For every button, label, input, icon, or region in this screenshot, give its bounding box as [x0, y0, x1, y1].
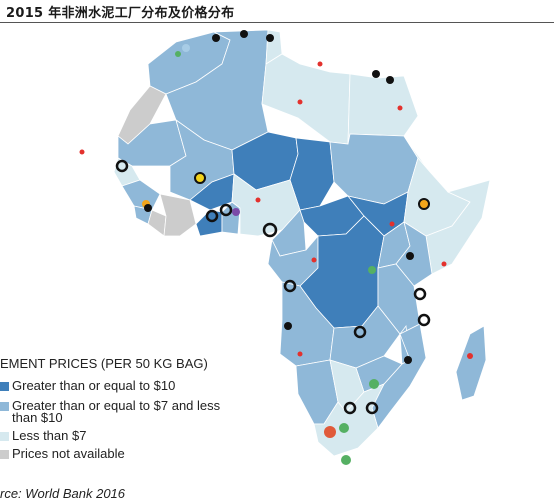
region-nigeria — [231, 173, 301, 237]
plant-marker — [353, 325, 367, 339]
region-madagascar — [455, 325, 487, 401]
plant-marker — [404, 356, 412, 364]
country-regions — [113, 29, 491, 457]
legend-label: Greater than or equal to $10 — [12, 378, 176, 393]
plant-marker — [369, 379, 379, 389]
africa-map — [79, 29, 491, 465]
legend-label: Less than $7 — [12, 428, 87, 443]
plant-marker — [232, 208, 240, 216]
plant-marker — [413, 287, 427, 301]
legend-label: Prices not available — [12, 446, 125, 461]
plant-marker — [417, 313, 431, 327]
plant-marker — [205, 209, 219, 223]
plant-marker — [341, 455, 351, 465]
region-libya — [261, 53, 351, 145]
plant-marker — [418, 198, 430, 210]
plant-marker — [297, 351, 303, 357]
plant-marker — [182, 44, 190, 52]
plant-marker — [266, 34, 274, 42]
region-liberia — [147, 209, 167, 237]
plant-marker — [115, 159, 129, 173]
plant-marker — [297, 99, 303, 105]
plant-marker — [144, 204, 152, 212]
plant-marker — [175, 51, 181, 57]
plant-marker — [397, 105, 403, 111]
region-ghana — [195, 209, 223, 237]
plant-marker — [406, 252, 414, 260]
plant-marker — [317, 61, 323, 67]
source-note: rce: World Bank 2016 — [0, 486, 126, 501]
plant-marker — [343, 401, 357, 415]
legend-swatch — [0, 382, 9, 391]
legend-swatch — [0, 402, 9, 411]
plant-marker — [368, 266, 376, 274]
plant-marker — [386, 76, 394, 84]
plant-marker — [324, 426, 336, 438]
plant-marker — [372, 70, 380, 78]
legend-title: EMENT PRICES (PER 50 KG BAG) — [0, 356, 208, 371]
title-divider — [0, 22, 554, 23]
plant-marker — [311, 257, 317, 263]
plant-marker — [365, 401, 379, 415]
plant-marker — [467, 353, 473, 359]
plant-marker — [389, 221, 395, 227]
region-egypt — [347, 73, 419, 145]
plant-marker — [212, 34, 220, 42]
plant-marker — [284, 322, 292, 330]
plant-marker — [194, 172, 206, 184]
legend-swatch — [0, 432, 9, 441]
plant-marker — [219, 203, 233, 217]
plant-marker — [339, 423, 349, 433]
legend-label: Greater than or equal to $7 and less tha… — [12, 398, 221, 425]
legend-swatch — [0, 450, 9, 459]
plant-marker — [441, 261, 447, 267]
plant-marker — [240, 30, 248, 38]
cement-plant-markers — [79, 30, 473, 465]
region-south-africa — [313, 383, 385, 457]
plant-marker — [262, 222, 278, 238]
map-title: 2015 年非洲水泥工厂分布及价格分布 — [6, 6, 235, 21]
plant-marker — [79, 149, 85, 155]
plant-marker — [283, 279, 297, 293]
plant-marker — [255, 197, 261, 203]
region-guinea — [121, 179, 161, 211]
